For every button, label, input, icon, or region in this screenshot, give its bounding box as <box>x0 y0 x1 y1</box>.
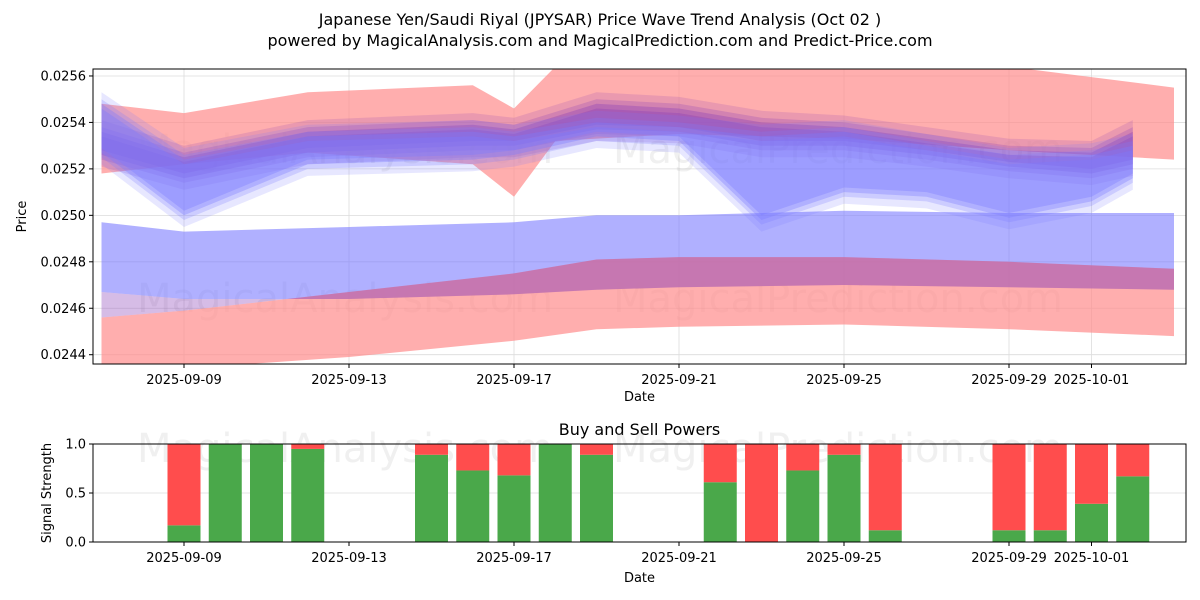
price-y-tick-label: 0.0252 <box>41 162 87 177</box>
buy-bar <box>415 454 448 542</box>
signal-bars <box>167 444 1150 542</box>
price-x-tick-label: 2025-09-21 <box>641 373 717 388</box>
channel-overlap-band <box>101 257 1174 318</box>
sell-bar <box>827 444 861 455</box>
buy-bar <box>580 454 613 542</box>
buy-bar <box>1075 503 1108 542</box>
sell-bar <box>456 444 490 471</box>
sell-bar <box>992 444 1026 531</box>
price-y-axis-label: Price <box>15 201 30 233</box>
short-term-purple-waves-band <box>101 92 1133 190</box>
price-x-tick-label: 2025-10-01 <box>1054 373 1130 388</box>
chart-title: Japanese Yen/Saudi Riyal (JPYSAR) Price … <box>318 10 882 29</box>
signal-x-tick-label: 2025-09-13 <box>311 551 387 566</box>
price-y-tick-label: 0.0246 <box>41 302 87 317</box>
sell-bar <box>415 444 448 455</box>
price-y-tick-label: 0.0248 <box>41 255 87 270</box>
short-term-blue-waves-band <box>101 103 1133 220</box>
price-axes: 0.0244 0.0246 0.0248 0.0250 0.0252 0.0254 0.02… <box>41 69 1130 388</box>
buy-bar <box>167 525 201 542</box>
buy-bar <box>291 448 325 542</box>
price-x-tick-label: 2025-09-25 <box>806 373 882 388</box>
signal-y-tick-label: 1.0 <box>65 438 86 453</box>
short-term-blue-waves-band <box>101 108 1133 216</box>
price-x-axis-label: Date <box>624 390 655 405</box>
signal-y-axis-label: Signal Strength <box>40 443 55 543</box>
sell-bar <box>580 444 613 455</box>
sell-bar <box>1075 444 1108 504</box>
buy-bar <box>497 475 531 542</box>
price-x-tick-label: 2025-09-13 <box>311 373 387 388</box>
signal-y-tick-label: 0.0 <box>65 536 86 551</box>
short-term-blue-waves-band <box>101 99 1133 225</box>
price-x-tick-label: 2025-09-29 <box>971 373 1047 388</box>
buy-bar <box>538 444 572 542</box>
buy-bar <box>1033 530 1067 542</box>
signal-y-tick-label: 0.5 <box>65 487 86 502</box>
sell-bar <box>1116 444 1150 477</box>
price-x-tick-label: 2025-09-09 <box>146 373 222 388</box>
price-y-tick-label: 0.0250 <box>41 209 87 224</box>
price-x-tick-label: 2025-09-17 <box>476 373 552 388</box>
price-axes-frame <box>92 68 1187 365</box>
price-y-tick-label: 0.0254 <box>41 116 87 131</box>
sell-bar <box>291 444 325 449</box>
buy-bar <box>208 444 242 542</box>
sell-bar <box>703 444 737 483</box>
signal-x-tick-label: 2025-09-17 <box>476 551 552 566</box>
signal-x-tick-label: 2025-09-29 <box>971 551 1047 566</box>
signal-x-tick-label: 2025-09-25 <box>806 551 882 566</box>
price-y-tick-label: 0.0244 <box>41 348 87 363</box>
signal-x-tick-label: 2025-09-09 <box>146 551 222 566</box>
buy-bar <box>250 444 283 542</box>
sell-bar <box>868 444 902 531</box>
short-term-purple-waves-band <box>101 99 1133 183</box>
buy-bar <box>868 530 902 542</box>
buy-bar <box>703 482 737 542</box>
signal-chart-title: Buy and Sell Powers <box>559 420 721 439</box>
buy-bar <box>456 470 490 542</box>
sell-bar <box>497 444 531 476</box>
short-term-red-envelope-band <box>101 69 1174 197</box>
sell-bar <box>167 444 201 526</box>
price-bands <box>101 69 1174 364</box>
short-term-purple-waves-band <box>101 108 1133 174</box>
short-term-purple-waves-band <box>101 103 1133 179</box>
long-term-red-channel-band <box>101 257 1174 364</box>
signal-axes: 0.0 0.5 1.0 2025-09-09 2025-09-13 2025-09-17 2… <box>65 438 1129 567</box>
sell-bar <box>1033 444 1067 531</box>
signal-x-axis-label: Date <box>624 571 655 586</box>
short-term-blue-waves-band <box>101 92 1133 232</box>
buy-bar <box>992 530 1026 542</box>
sell-bar <box>745 444 778 542</box>
signal-x-tick-label: 2025-09-21 <box>641 551 717 566</box>
price-y-tick-label: 0.0256 <box>41 69 87 84</box>
sell-bar <box>786 444 820 471</box>
buy-bar <box>827 454 861 542</box>
signal-x-tick-label: 2025-10-01 <box>1054 551 1130 566</box>
buy-bar <box>1116 476 1150 542</box>
chart-subtitle: powered by MagicalAnalysis.com and Magic… <box>267 31 933 50</box>
buy-bar <box>786 470 820 542</box>
